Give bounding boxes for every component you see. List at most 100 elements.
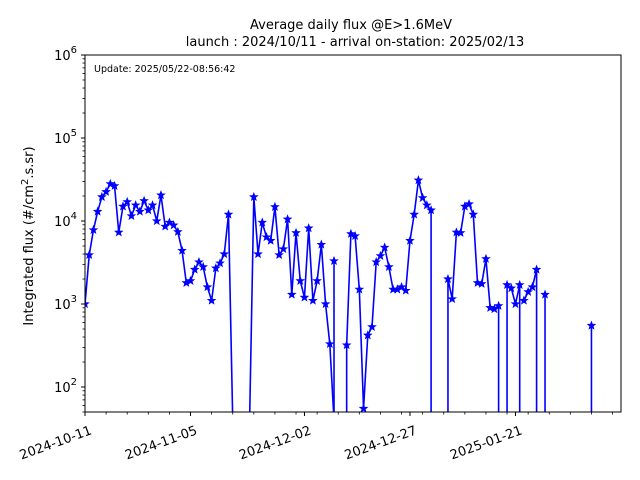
data-point-marker xyxy=(409,209,419,219)
data-point-marker xyxy=(287,289,297,299)
data-point-marker xyxy=(510,298,521,309)
chart-subtitle: launch : 2024/10/11 - arrival on-station… xyxy=(186,35,524,50)
data-point-marker xyxy=(130,200,141,210)
data-point-marker xyxy=(316,239,327,249)
data-point-marker xyxy=(156,190,166,200)
data-point-marker xyxy=(400,285,411,295)
data-point-marker xyxy=(476,278,487,288)
data-point-marker xyxy=(493,300,504,310)
data-point-marker xyxy=(506,283,517,293)
data-point-marker xyxy=(177,245,187,255)
data-point-marker xyxy=(206,295,217,305)
data-point-marker xyxy=(88,224,99,235)
data-point-marker xyxy=(113,227,124,237)
data-point-marker xyxy=(265,235,276,245)
data-point-marker xyxy=(198,261,208,271)
data-point-marker xyxy=(362,330,373,340)
y-axis-label-units: .s.sr) xyxy=(22,146,37,178)
data-point-marker xyxy=(147,200,158,210)
data-point-marker xyxy=(126,210,137,221)
data-point-marker xyxy=(291,227,301,237)
data-point-marker xyxy=(375,250,386,260)
data-point-marker xyxy=(586,320,597,330)
data-point-marker xyxy=(468,209,479,219)
data-point-marker xyxy=(379,242,390,252)
y-tick-label: 103 xyxy=(54,294,77,313)
plot-area xyxy=(85,175,597,412)
update-annotation: Update: 2025/05/22-08:56:42 xyxy=(94,64,235,75)
data-point-marker xyxy=(422,200,432,210)
data-point-marker xyxy=(464,199,474,209)
data-point-marker xyxy=(540,289,550,299)
data-point-marker xyxy=(426,205,436,215)
data-point-marker xyxy=(185,275,196,285)
data-point-marker xyxy=(514,279,525,289)
y-tick-label: 106 xyxy=(54,45,77,64)
data-point-marker xyxy=(278,243,289,254)
data-point-marker xyxy=(211,263,221,273)
data-point-marker xyxy=(367,321,377,331)
data-point-marker xyxy=(270,201,280,211)
data-point-marker xyxy=(443,273,453,284)
data-point-marker xyxy=(97,191,107,202)
data-point-marker xyxy=(455,227,466,237)
data-point-marker xyxy=(122,196,132,206)
data-point-marker xyxy=(485,302,495,312)
data-point-marker xyxy=(139,195,149,205)
data-point-marker xyxy=(341,340,352,350)
data-point-marker xyxy=(219,249,230,259)
data-point-marker xyxy=(215,258,225,268)
chart-title: Average daily flux @E>1.6MeV xyxy=(250,18,452,33)
data-point-marker xyxy=(417,192,428,202)
data-point-marker xyxy=(320,298,331,309)
data-point-marker xyxy=(384,261,394,271)
y-axis-label: Integrated flux (#/cm2.s.sr) xyxy=(20,146,37,325)
data-point-marker xyxy=(274,249,284,260)
data-point-marker xyxy=(105,178,116,188)
data-point-marker xyxy=(527,282,538,292)
data-point-marker xyxy=(194,257,204,267)
y-axis: 102 103 104 105 106 xyxy=(54,45,85,413)
data-point-marker xyxy=(85,249,94,260)
data-point-marker xyxy=(358,403,369,412)
data-point-marker xyxy=(202,282,213,292)
data-point-marker xyxy=(481,253,491,263)
y-axis-label-superscript: 2 xyxy=(20,179,31,185)
data-point-marker xyxy=(164,217,175,227)
y-tick-label: 104 xyxy=(54,211,77,230)
data-point-marker xyxy=(189,264,200,274)
data-point-marker xyxy=(135,206,145,216)
data-point-marker xyxy=(523,286,533,296)
data-point-marker xyxy=(396,282,407,292)
data-point-marker xyxy=(531,264,542,274)
data-point-marker xyxy=(109,180,120,190)
data-point-marker xyxy=(253,249,263,259)
data-point-marker xyxy=(295,275,306,285)
data-point-marker xyxy=(282,214,293,224)
data-point-marker xyxy=(143,205,154,215)
data-point-marker xyxy=(303,223,314,233)
series-line-5 xyxy=(506,284,521,412)
data-point-marker xyxy=(151,215,162,226)
data-point-marker xyxy=(354,284,365,294)
data-point-marker xyxy=(223,209,234,219)
data-point-marker xyxy=(118,201,128,211)
y-axis-label-main: Integrated flux (#/cm xyxy=(22,185,37,326)
data-point-marker xyxy=(168,220,179,230)
data-point-marker xyxy=(308,295,318,305)
data-point-marker xyxy=(257,217,268,227)
data-point-marker xyxy=(413,175,424,185)
data-point-marker xyxy=(447,293,457,304)
data-point-marker xyxy=(329,255,339,266)
y-tick-label: 105 xyxy=(54,128,77,147)
data-point-marker xyxy=(371,257,382,267)
data-point-marker xyxy=(299,292,310,302)
data-point-marker xyxy=(85,298,90,309)
data-point-marker xyxy=(92,206,103,216)
data-point-marker xyxy=(405,235,415,245)
data-point-marker xyxy=(346,228,356,238)
y-tick-label: 102 xyxy=(54,377,77,396)
data-point-marker xyxy=(261,232,272,242)
